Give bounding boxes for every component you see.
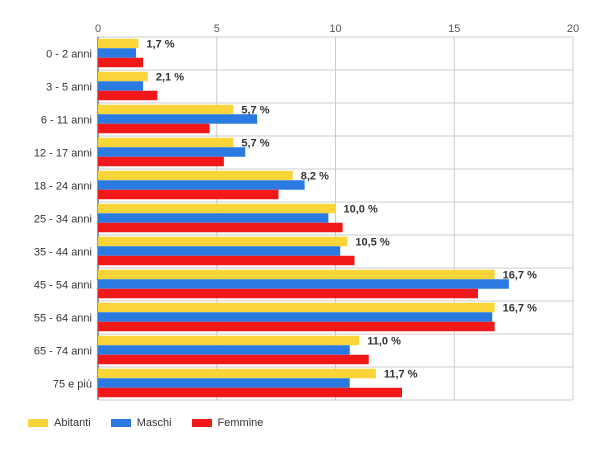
bar-femmine: [98, 255, 355, 266]
x-tick-label: 20: [567, 23, 579, 35]
legend: Abitanti Maschi Femmine: [28, 417, 263, 429]
y-tick-label: 25 - 34 anni: [34, 214, 92, 226]
y-axis-tick-labels: 0 - 2 anni 3 - 5 anni 6 - 11 anni 12 - 17 a…: [34, 49, 92, 391]
data-label: 2,1 %: [156, 71, 184, 83]
legend-label: Femmine: [217, 417, 264, 429]
data-label: 16,7 %: [503, 269, 537, 281]
bar-abitanti: [98, 269, 495, 280]
bar-femmine: [98, 354, 369, 365]
bar-femmine: [98, 222, 343, 233]
y-tick-label: 6 - 11 anni: [41, 115, 92, 127]
bar-maschi: [98, 114, 258, 124]
data-label: 10,0 %: [344, 203, 378, 215]
data-label: 10,5 %: [355, 236, 389, 248]
bar-abitanti: [98, 71, 148, 82]
y-tick-label: 3 - 5 anni: [46, 82, 92, 94]
data-label: 8,2 %: [301, 170, 329, 182]
bars: [98, 38, 509, 398]
y-tick-label: 12 - 17 anni: [34, 148, 92, 160]
y-tick-label: 0 - 2 anni: [46, 49, 92, 61]
legend-swatch: [191, 419, 212, 427]
bar-abitanti: [98, 104, 234, 115]
data-label: 11,7 %: [384, 368, 418, 380]
bar-abitanti: [98, 203, 336, 214]
bar-maschi: [98, 147, 246, 157]
bar-femmine: [98, 90, 158, 101]
bar-femmine: [98, 57, 144, 68]
bar-femmine: [98, 321, 495, 332]
bar-maschi: [98, 246, 341, 256]
y-tick-label: 55 - 64 anni: [34, 313, 92, 325]
bar-femmine: [98, 387, 402, 398]
bar-femmine: [98, 189, 279, 200]
data-labels: 1,7 % 2,1 % 5,7 % 5,7 % 8,2 % 10,0 % 10,5 % 16,…: [146, 38, 537, 380]
bar-maschi: [98, 345, 350, 355]
bar-abitanti: [98, 170, 293, 181]
bar-femmine: [98, 156, 224, 167]
y-tick-label: 65 - 74 anni: [34, 346, 92, 358]
bar-femmine: [98, 288, 478, 299]
y-tick-label: 18 - 24 anni: [34, 181, 92, 193]
y-tick-label: 75 e più: [53, 379, 92, 391]
data-label: 5,7 %: [241, 137, 269, 149]
bar-maschi: [98, 279, 509, 289]
bar-abitanti: [98, 38, 139, 49]
bar-abitanti: [98, 368, 376, 379]
y-tick-label: 45 - 54 anni: [34, 280, 92, 292]
bar-maschi: [98, 213, 329, 223]
x-tick-label: 15: [448, 23, 460, 35]
data-label: 1,7 %: [146, 38, 174, 50]
bar-maschi: [98, 180, 305, 190]
x-tick-label: 10: [329, 23, 341, 35]
bar-abitanti: [98, 335, 360, 346]
x-tick-label: 0: [95, 23, 101, 35]
legend-label: Maschi: [136, 417, 172, 429]
legend-swatch: [28, 419, 48, 427]
legend-item-femmine: Femmine: [191, 417, 264, 429]
legend-item-maschi: Maschi: [110, 417, 172, 429]
bar-maschi: [98, 378, 350, 388]
data-label: 11,0 %: [367, 335, 401, 347]
bar-abitanti: [98, 302, 495, 313]
bar-abitanti: [98, 236, 348, 247]
bar-maschi: [98, 48, 136, 58]
bar-femmine: [98, 123, 210, 134]
x-axis-tick-labels: 0 5 10 15 20: [95, 23, 579, 35]
data-label: 16,7 %: [503, 302, 537, 314]
y-tick-label: 35 - 44 anni: [34, 247, 92, 259]
legend-item-abitanti: Abitanti: [28, 417, 91, 429]
x-tick-label: 5: [214, 23, 220, 35]
bar-maschi: [98, 81, 144, 91]
data-label: 5,7 %: [241, 104, 269, 116]
legend-swatch: [110, 419, 131, 427]
bar-maschi: [98, 312, 493, 322]
legend-label: Abitanti: [54, 417, 91, 429]
bar-abitanti: [98, 137, 234, 148]
